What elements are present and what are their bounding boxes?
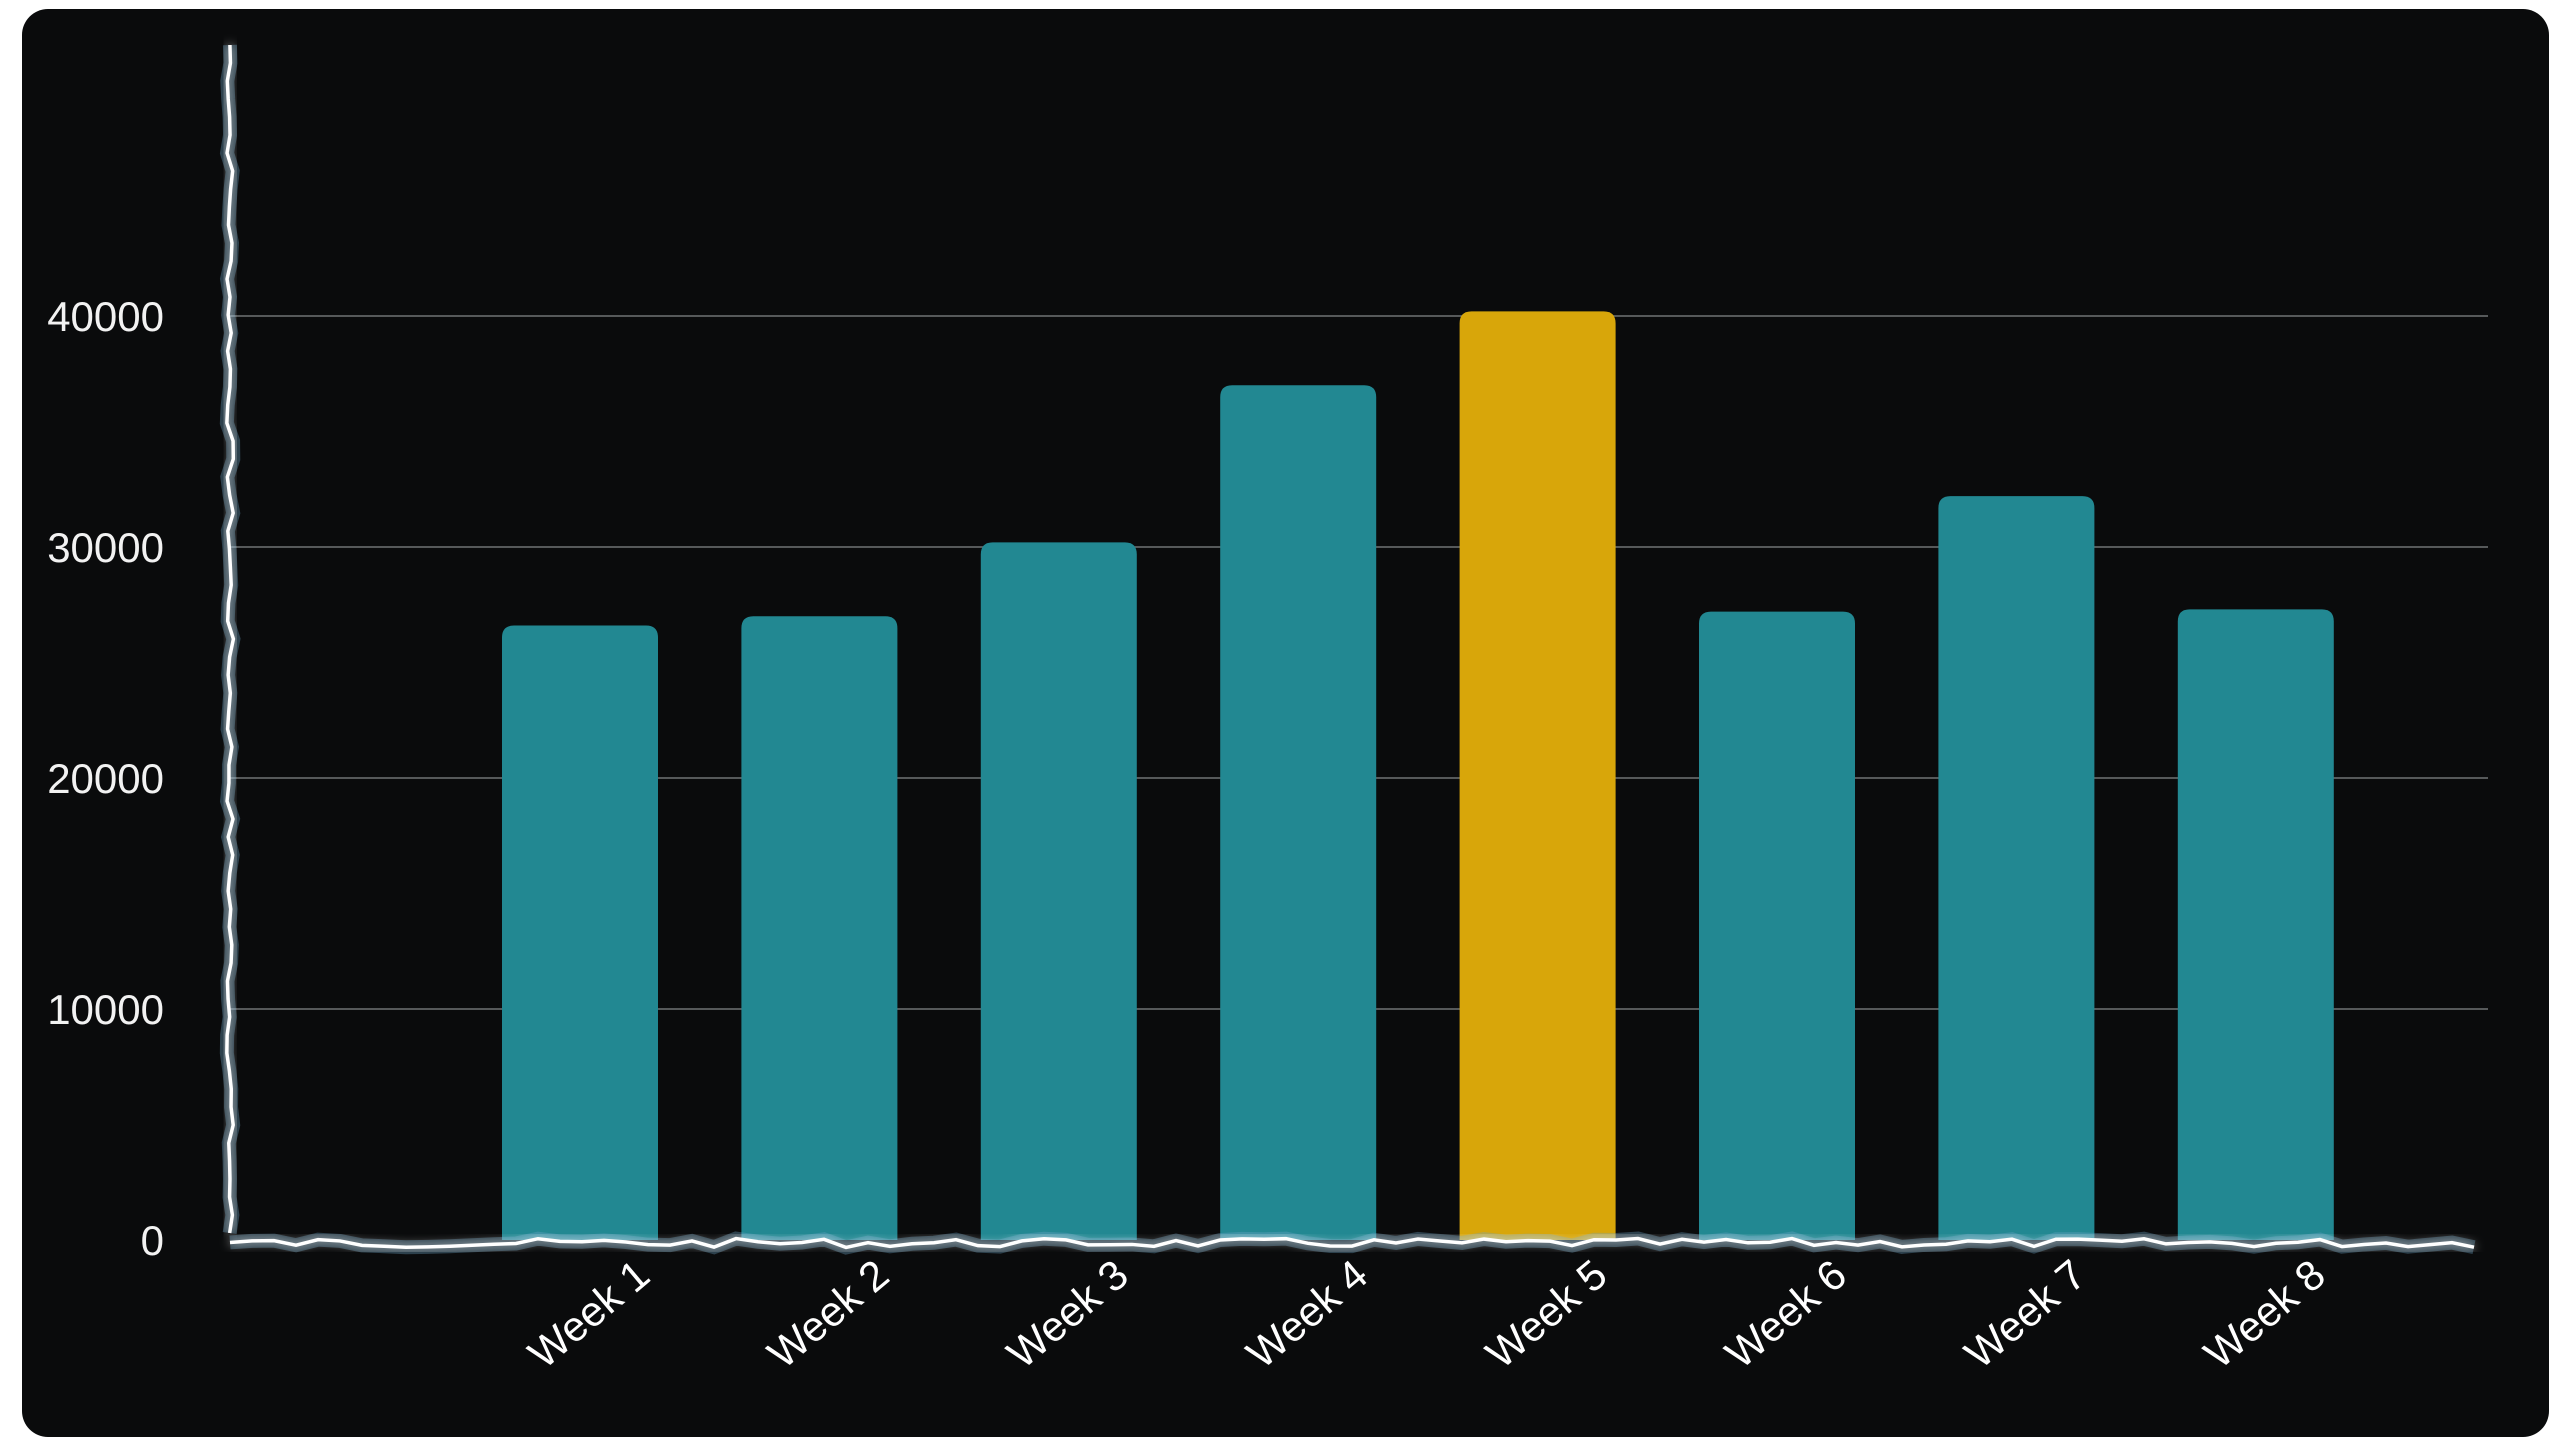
y-axis-line xyxy=(225,44,236,1234)
bar-week-3 xyxy=(980,542,1137,1240)
bar-week-8 xyxy=(2177,609,2334,1240)
x-axis-line xyxy=(229,1236,2475,1250)
x-tick-label-week-6: Week 6 xyxy=(1716,1250,1855,1377)
y-tick-label-0: 0 xyxy=(141,1217,164,1264)
x-tick-label-week-2: Week 2 xyxy=(759,1250,898,1377)
bar-week-7 xyxy=(1938,496,2095,1240)
bar-week-4 xyxy=(1220,385,1377,1240)
x-tick-label-week-4: Week 4 xyxy=(1238,1250,1377,1377)
y-tick-label-40000: 40000 xyxy=(47,293,164,340)
y-tick-label-10000: 10000 xyxy=(47,986,164,1033)
x-tick-label-week-7: Week 7 xyxy=(1956,1250,2095,1377)
y-tick-label-30000: 30000 xyxy=(47,524,164,571)
axes xyxy=(219,44,2476,1255)
x-tick-labels: Week 1 Week 2 Week 3 Week 4 Week 5 Week 6 Week… xyxy=(519,1250,2334,1377)
x-tick-label-week-5: Week 5 xyxy=(1477,1250,1616,1377)
y-tick-label-20000: 20000 xyxy=(47,755,164,802)
bar-week-6 xyxy=(1699,611,1855,1240)
bar-week-2 xyxy=(741,616,898,1240)
x-tick-label-week-1: Week 1 xyxy=(519,1250,658,1377)
x-tick-label-week-3: Week 3 xyxy=(998,1250,1137,1377)
bars xyxy=(502,311,2334,1240)
x-tick-label-week-8: Week 8 xyxy=(2195,1250,2334,1377)
bar-week-5 xyxy=(1459,311,1616,1240)
bar-week-1 xyxy=(502,625,658,1240)
y-tick-labels: 0 10000 20000 30000 40000 xyxy=(47,293,164,1264)
